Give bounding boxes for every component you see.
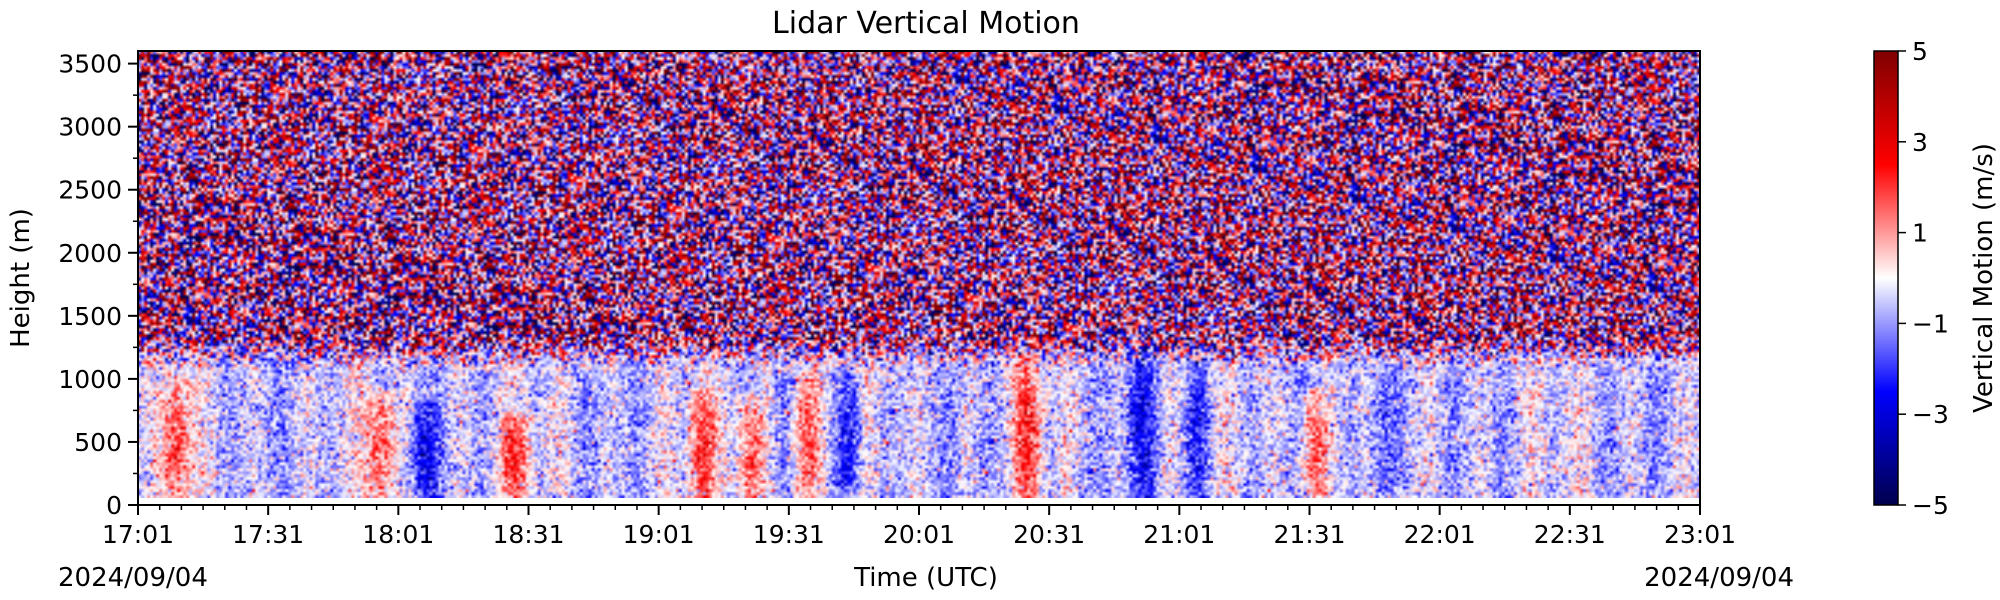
x-tick-label: 19:01: [623, 520, 695, 549]
colorbar-ticks: 5 3 1 −1 −3 −5: [1898, 37, 1949, 520]
x-start-date: 2024/09/04: [58, 563, 208, 593]
y-tick-label: 1000: [58, 365, 122, 394]
x-end-date: 2024/09/04: [1644, 563, 1794, 593]
x-tick-label: 22:31: [1534, 520, 1606, 549]
x-tick-label: 22:01: [1404, 520, 1476, 549]
y-axis: 0 500 1000 1500 2000 2500 3000 3500: [58, 50, 138, 520]
y-axis-label: Height (m): [6, 208, 36, 348]
y-tick-label: 1500: [58, 302, 122, 331]
colorbar-label: Vertical Motion (m/s): [1969, 143, 1999, 413]
x-tick-label: 19:31: [753, 520, 825, 549]
y-tick-label: 0: [106, 491, 122, 520]
colorbar: [1873, 50, 1899, 506]
x-tick-label: 20:01: [883, 520, 955, 549]
y-tick-label: 2500: [58, 176, 122, 205]
x-axis-label: Time (UTC): [853, 563, 998, 593]
x-tick-label: 18:31: [492, 520, 564, 549]
x-tick-label: 23:01: [1664, 520, 1736, 549]
colorbar-tick-label: −3: [1912, 400, 1949, 429]
colorbar-tick-label: 1: [1912, 219, 1928, 248]
heatmap-image: [138, 51, 1700, 498]
colorbar-tick-label: 5: [1912, 37, 1928, 66]
x-tick-label: 20:31: [1013, 520, 1085, 549]
chart-title: Lidar Vertical Motion: [772, 6, 1080, 41]
x-axis: 17:01 17:31 18:01 18:31 19:01 19:31 20:01 20:31…: [102, 505, 1736, 549]
colorbar-tick-label: −5: [1912, 491, 1949, 520]
x-tick-label: 21:01: [1143, 520, 1215, 549]
x-tick-label: 18:01: [362, 520, 434, 549]
x-tick-label: 17:01: [102, 520, 174, 549]
y-tick-label: 500: [74, 428, 122, 457]
y-tick-label: 3000: [58, 113, 122, 142]
y-tick-label: 2000: [58, 239, 122, 268]
colorbar-tick-label: −1: [1912, 309, 1949, 338]
colorbar-tick-label: 3: [1912, 128, 1928, 157]
x-tick-label: 17:31: [232, 520, 304, 549]
x-tick-label: 21:31: [1273, 520, 1345, 549]
y-tick-label: 3500: [58, 50, 122, 79]
